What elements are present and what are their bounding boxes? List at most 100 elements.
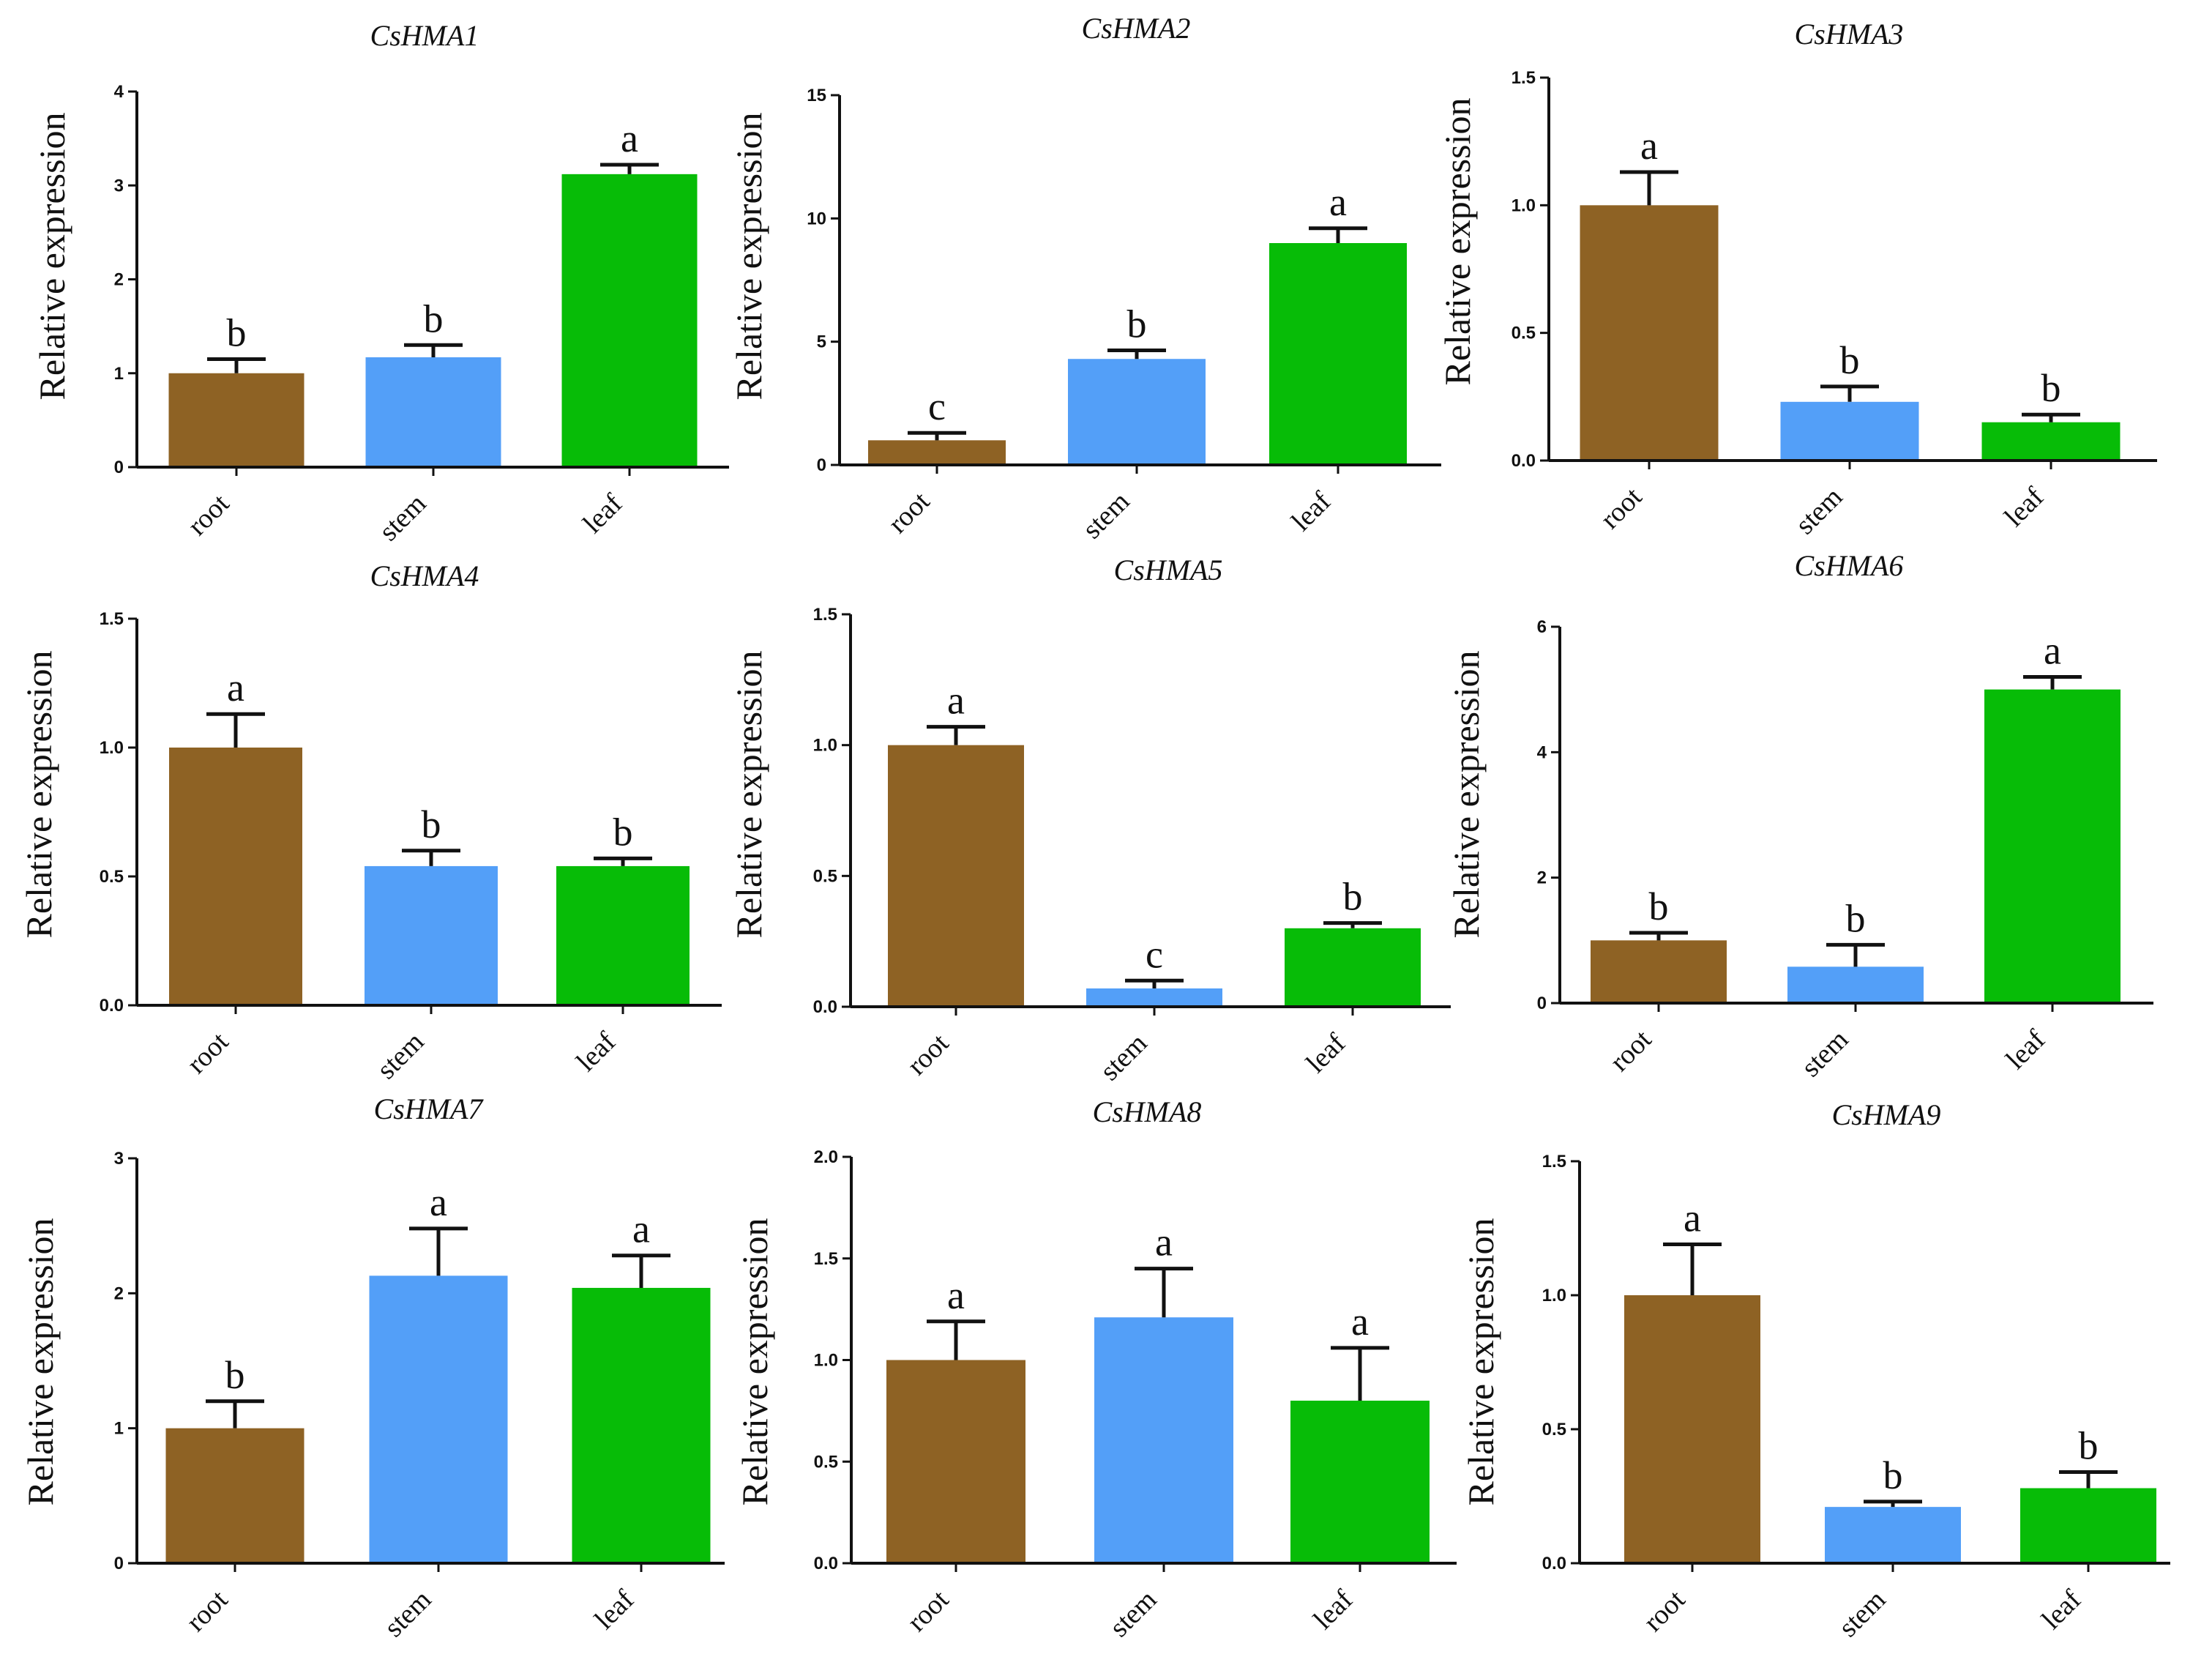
significance-label: b	[227, 311, 247, 355]
y-axis-label: Relative expression	[1446, 651, 1487, 939]
significance-label: a	[1684, 1196, 1701, 1240]
bar-root	[1591, 940, 1727, 1003]
significance-label: a	[1351, 1300, 1369, 1344]
y-axis-label: Relative expression	[728, 651, 769, 939]
category-label: stem	[378, 1584, 437, 1643]
significance-label: b	[225, 1353, 245, 1397]
chart-panel-3: CsHMA3 Relative expression a root b stem b leaf…	[1437, 18, 2157, 540]
y-tick-label: 0.0	[1542, 1554, 1566, 1573]
y-tick-label: 15	[807, 86, 826, 105]
significance-label: c	[1146, 932, 1163, 976]
bar-leaf	[1269, 243, 1407, 465]
bar-stem	[365, 357, 501, 467]
bar-leaf	[1285, 928, 1421, 1007]
significance-label: b	[1846, 896, 1866, 940]
bar-root	[888, 745, 1024, 1007]
chart-panel-9: CsHMA9 Relative expression a root b stem b leaf…	[1460, 1098, 2170, 1643]
error-bar-leaf	[2059, 1470, 2118, 1489]
y-tick-label: 4	[1537, 742, 1547, 762]
y-tick-label: 1.0	[100, 738, 124, 758]
significance-label: b	[1127, 302, 1147, 346]
chart-panel-5: CsHMA5 Relative expression a root c stem b leaf…	[728, 554, 1451, 1087]
chart-panel-8: CsHMA8 Relative expression a root a stem a leaf…	[734, 1095, 1457, 1643]
chart-title: CsHMA1	[370, 19, 479, 52]
bar-leaf	[1981, 422, 2121, 461]
error-bar-root	[927, 725, 985, 745]
error-bar-root	[1620, 170, 1678, 206]
chart-title: CsHMA2	[1082, 12, 1191, 45]
y-tick-label: 2.0	[814, 1147, 838, 1167]
category-label: leaf	[1998, 481, 2050, 532]
significance-label: b	[613, 810, 633, 854]
category-label: leaf	[1300, 1027, 1351, 1079]
bar-root	[886, 1360, 1025, 1563]
significance-label: b	[2079, 1424, 2099, 1468]
bar-stem	[1086, 988, 1222, 1007]
significance-label: a	[227, 666, 244, 709]
category-label: stem	[371, 1027, 430, 1085]
y-tick-label: 0	[114, 458, 124, 477]
y-tick-label: 0.5	[813, 866, 837, 886]
significance-label: b	[1883, 1453, 1903, 1497]
significance-label: a	[947, 679, 965, 723]
significance-label: a	[1329, 180, 1347, 224]
chart-panel-6: CsHMA6 Relative expression b root b stem a leaf…	[1446, 549, 2153, 1083]
error-bar-leaf	[600, 163, 659, 174]
significance-label: a	[1155, 1221, 1173, 1264]
bar-root	[168, 373, 304, 467]
bar-stem	[1825, 1507, 1961, 1563]
y-axis-label: Relative expression	[1460, 1218, 1501, 1506]
y-tick-label: 1.0	[1512, 195, 1536, 215]
chart-panel-2: CsHMA2 Relative expression c root b stem a leaf…	[728, 12, 1441, 545]
y-axis-label: Relative expression	[20, 1218, 61, 1506]
chart-panel-7: CsHMA7 Relative expression b root a stem a leaf…	[20, 1092, 725, 1643]
significance-label: a	[947, 1273, 965, 1317]
bar-root	[169, 748, 302, 1005]
chart-panel-1: CsHMA1 Relative expression b root b stem a leaf…	[31, 19, 729, 547]
category-label: stem	[373, 488, 432, 547]
error-bar-stem	[1820, 384, 1879, 402]
y-axis-label: Relative expression	[18, 651, 59, 939]
chart-title: CsHMA3	[1795, 18, 1904, 51]
y-tick-label: 1.0	[1542, 1286, 1566, 1305]
category-label: root	[181, 1026, 234, 1079]
bar-stem	[1780, 401, 1919, 461]
y-tick-label: 0.0	[1512, 451, 1536, 471]
bar-stem	[1068, 359, 1206, 465]
bar-root	[1580, 205, 1719, 461]
category-label: root	[180, 1584, 233, 1637]
error-bar-stem	[1107, 348, 1166, 360]
y-tick-label: 1.5	[1542, 1152, 1566, 1171]
bar-stem	[1787, 966, 1924, 1003]
category-label: stem	[1796, 1024, 1854, 1083]
y-tick-label: 1.0	[813, 736, 837, 756]
chart-title: CsHMA6	[1795, 549, 1904, 582]
category-label: root	[1637, 1584, 1691, 1637]
significance-label: b	[422, 802, 441, 846]
y-tick-label: 0	[817, 455, 826, 475]
y-tick-label: 1.5	[813, 605, 837, 625]
y-tick-label: 10	[807, 209, 826, 228]
chart-panel-4: CsHMA4 Relative expression a root b stem b leaf…	[18, 559, 722, 1085]
category-label: stem	[1104, 1584, 1162, 1643]
error-bar-stem	[409, 1226, 468, 1276]
y-tick-label: 0.0	[813, 997, 837, 1017]
chart-title: CsHMA7	[374, 1092, 485, 1125]
y-tick-label: 1.5	[814, 1249, 838, 1269]
y-tick-label: 3	[114, 176, 124, 195]
error-bar-root	[1663, 1242, 1722, 1295]
y-tick-label: 0.0	[814, 1554, 838, 1573]
error-bar-stem	[1135, 1267, 1193, 1318]
y-tick-label: 0.5	[1542, 1420, 1566, 1439]
significance-label: b	[2041, 366, 2061, 410]
error-bar-root	[927, 1319, 985, 1360]
category-label: root	[1604, 1024, 1657, 1077]
error-bar-root	[207, 357, 266, 373]
error-bar-stem	[1125, 978, 1184, 988]
significance-label: b	[1649, 884, 1669, 928]
error-bar-leaf	[2023, 675, 2082, 690]
y-axis-label: Relative expression	[734, 1218, 775, 1506]
y-tick-label: 0.5	[1512, 324, 1536, 343]
error-bar-stem	[402, 849, 460, 866]
bar-root	[868, 440, 1006, 465]
